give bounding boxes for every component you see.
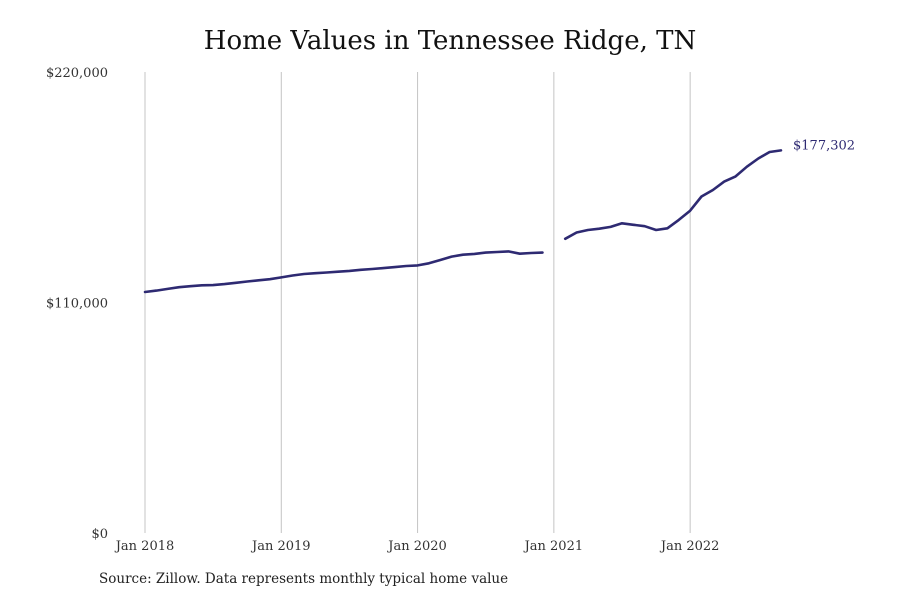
y-tick-label: $220,000 (46, 66, 108, 81)
series-line (143, 250, 544, 294)
y-tick-label: $0 (91, 527, 108, 542)
x-tick-label: Jan 2022 (659, 539, 720, 554)
x-tick-label: Jan 2019 (250, 539, 311, 554)
x-tick-label: Jan 2020 (386, 539, 447, 554)
series-end-labels: $177,302 (793, 138, 855, 153)
x-axis-ticks: Jan 2018 Jan 2019 Jan 2020 Jan 2021 Jan 2022 (114, 539, 720, 554)
y-axis-ticks: $220,000 $110,000 $0 (46, 66, 108, 542)
grid-lines (144, 72, 691, 533)
y-tick-label: $110,000 (46, 297, 108, 312)
source-note: Source: Zillow. Data represents monthly … (99, 571, 509, 587)
series-lines (143, 149, 783, 294)
series-line (563, 149, 783, 241)
x-tick-label: Jan 2018 (114, 539, 175, 554)
end-value-label: $177,302 (793, 138, 855, 153)
x-tick-label: Jan 2021 (523, 539, 584, 554)
chart-title: Home Values in Tennessee Ridge, TN (203, 26, 697, 56)
